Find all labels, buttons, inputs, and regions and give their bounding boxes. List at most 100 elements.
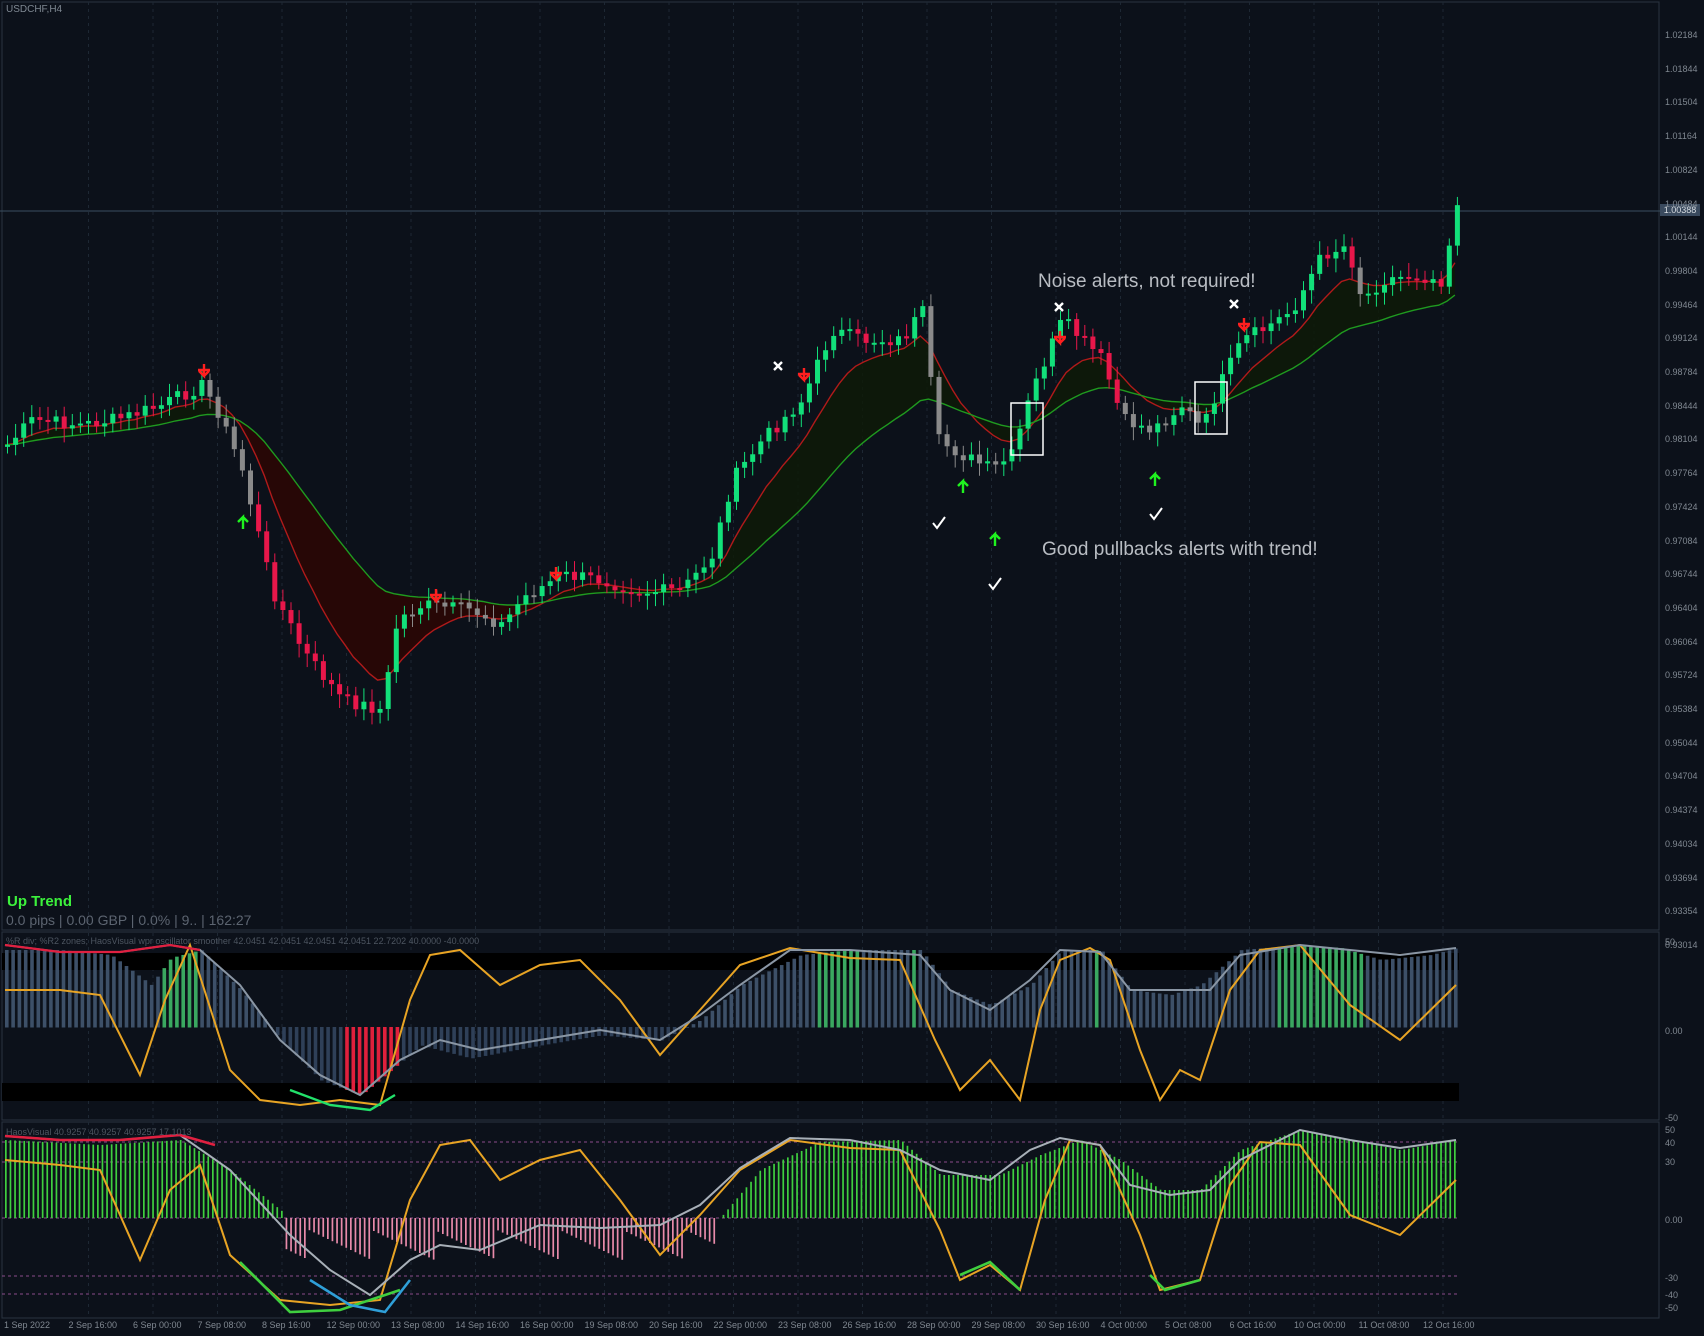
osc1-histogram-bar — [118, 961, 122, 1028]
osc2-histogram-bar — [731, 1203, 734, 1218]
candle-body — [855, 329, 861, 334]
osc2-histogram-bar — [1072, 1142, 1074, 1218]
price-panel[interactable] — [4, 196, 1460, 725]
osc1-histogram-bar — [1365, 955, 1370, 1028]
red-down-arrow-icon — [1054, 331, 1066, 346]
osc1-histogram-bar — [861, 950, 866, 1028]
white-check-icon — [988, 577, 1002, 591]
osc1-histogram-bar — [1353, 951, 1357, 1028]
candle-body — [345, 694, 351, 697]
osc1-histogram-bar — [1378, 959, 1382, 1028]
candle-body — [563, 571, 569, 575]
candle-body — [118, 413, 124, 419]
osc2-histogram-bar — [575, 1218, 578, 1238]
time-tick: 29 Sep 08:00 — [971, 1320, 1026, 1330]
osc1-histogram-bar — [61, 950, 66, 1028]
time-tick: 12 Sep 00:00 — [326, 1320, 381, 1330]
osc1-histogram-bar — [244, 995, 248, 1028]
osc2-histogram-bar — [1210, 1179, 1212, 1218]
candle-body — [1130, 414, 1136, 428]
osc2-histogram-bar — [488, 1218, 490, 1256]
osc1-histogram-bar — [1391, 958, 1395, 1028]
osc1-histogram-bar — [647, 1027, 652, 1040]
osc2-histogram-bar — [768, 1165, 771, 1218]
candle-body — [1114, 379, 1120, 403]
osc1-histogram-bar — [830, 951, 834, 1028]
osc2-histogram-bar — [672, 1218, 674, 1254]
osc2-histogram-bar — [51, 1142, 53, 1218]
osc2-histogram-bar — [437, 1218, 440, 1232]
osc2-histogram-bar — [1205, 1184, 1208, 1218]
osc1-histogram-bar — [685, 1027, 689, 1028]
candle-body — [928, 306, 934, 377]
osc1-histogram-bar — [653, 1027, 658, 1040]
osc1-histogram-bar — [1233, 955, 1238, 1028]
osc2-histogram-bar — [1270, 1140, 1272, 1218]
osc2-histogram-bar — [331, 1218, 334, 1242]
candle-body — [636, 593, 642, 596]
osc1-histogram-bar — [887, 950, 891, 1028]
candle-body — [831, 335, 837, 351]
osc1-histogram-bar — [1328, 947, 1332, 1028]
osc2-tick: 0.00 — [1665, 1215, 1683, 1225]
osc1-histogram-bar — [55, 950, 59, 1028]
candle-body — [1446, 245, 1452, 287]
osc1-oversold-segment — [289, 1088, 396, 1112]
candle-body — [296, 623, 302, 644]
osc2-histogram-bar — [1095, 1147, 1097, 1218]
osc2-histogram-bar — [336, 1218, 338, 1244]
candle-body — [158, 405, 164, 409]
osc2-histogram-bar — [1191, 1190, 1194, 1218]
oscillator-panel-1[interactable] — [2, 942, 1459, 1112]
osc1-histogram-bar — [1113, 968, 1118, 1028]
osc2-histogram-bar — [874, 1140, 877, 1218]
green-up-arrow-icon — [957, 478, 969, 493]
osc1-histogram-bar — [723, 999, 727, 1028]
osc2-histogram-bar — [442, 1218, 444, 1234]
osc2-histogram-bar — [626, 1218, 628, 1232]
osc1-histogram-bar — [313, 1027, 318, 1075]
osc1-histogram-bar — [792, 958, 797, 1028]
osc2-histogram-bar — [616, 1218, 619, 1258]
red-down-arrow-icon — [1238, 318, 1250, 333]
candle-body — [1106, 353, 1112, 380]
osc1-tick: -50 — [1665, 1113, 1679, 1123]
osc2-histogram-bar — [189, 1145, 191, 1218]
osc2-histogram-bar — [465, 1218, 467, 1245]
osc2-tick: -50 — [1665, 1303, 1679, 1313]
osc1-histogram-bar — [294, 1027, 299, 1056]
osc1-histogram-bar — [1359, 953, 1364, 1028]
osc2-histogram-bar — [1021, 1164, 1024, 1218]
oscillator-panel-2[interactable] — [4, 1128, 1457, 1314]
osc2-histogram-bar — [1201, 1189, 1203, 1218]
osc1-histogram-bar — [1290, 945, 1294, 1028]
osc1-histogram-bar — [893, 950, 897, 1028]
osc1-histogram-bar — [36, 950, 41, 1028]
osc1-histogram-bar — [307, 1027, 311, 1068]
osc2-histogram-bar — [722, 1214, 725, 1218]
white-check-icon — [932, 516, 946, 530]
candle-body — [685, 579, 691, 589]
osc2-histogram-bar — [644, 1218, 647, 1241]
osc1-histogram-bar — [1252, 948, 1256, 1028]
osc1-histogram-bar — [1189, 988, 1193, 1028]
osc2-histogram-bar — [860, 1140, 863, 1218]
osc2-histogram-bar — [405, 1218, 407, 1247]
candle-body — [1066, 319, 1072, 322]
current-price-tag: 1.00388 — [1660, 204, 1700, 216]
osc1-histogram-bar — [490, 1027, 494, 1055]
candle-body — [337, 684, 343, 695]
osc2-histogram-bar — [1081, 1140, 1084, 1218]
time-tick: 12 Oct 16:00 — [1423, 1320, 1475, 1330]
osc1-histogram-bar — [408, 1027, 412, 1056]
osc1-histogram-bar — [231, 981, 236, 1028]
osc1-histogram-bar — [1076, 950, 1080, 1028]
candle-body — [110, 413, 116, 424]
candle-body — [13, 437, 19, 445]
osc2-histogram-bar — [966, 1175, 969, 1218]
osc1-histogram-bar — [1296, 945, 1301, 1028]
osc2-histogram-bar — [906, 1145, 909, 1218]
osc1-histogram-bar — [628, 1027, 633, 1038]
osc2-histogram-bar — [32, 1141, 35, 1218]
osc2-histogram-bar — [920, 1157, 923, 1218]
